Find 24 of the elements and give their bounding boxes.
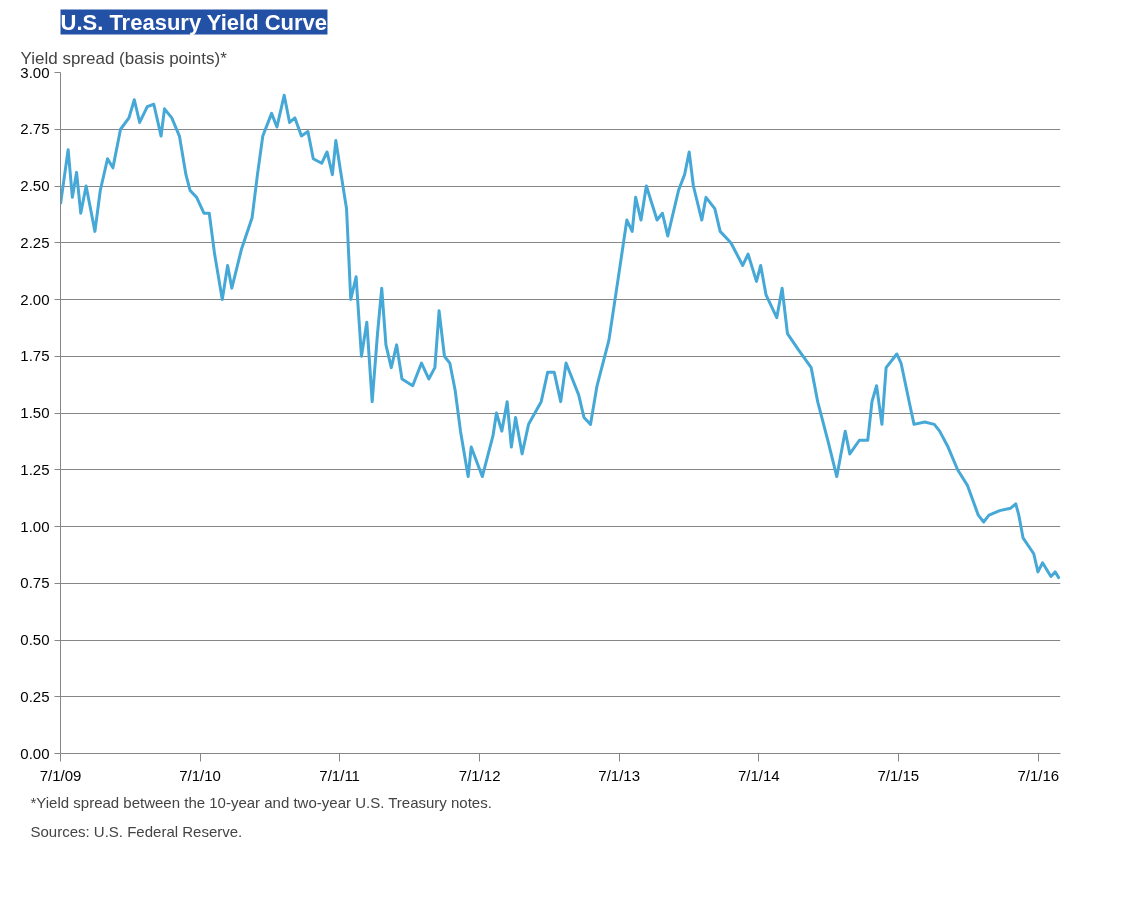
y-tick-label: 1.25 [20,460,50,478]
chart-title: U.S. Treasury Yield Curve [60,9,328,35]
x-tick-label: 7/1/10 [179,766,221,784]
text: *Yield spread between the 10-year and two-year U.S. Treasury notes. [30,793,492,811]
line-series [60,93,1061,581]
y-tick-label: 0.50 [20,631,50,648]
x-tick-label: 7/1/16 [1017,766,1060,784]
y-tick-label: 2.50 [20,177,50,194]
y-tick-label: 1.75 [20,347,50,365]
y-tick-label: 0.00 [20,744,50,762]
x-tick-label: 7/1/12 [458,766,501,784]
x-tick-label: 7/1/11 [319,766,360,784]
x-tick-label: 7/1/14 [737,766,780,784]
x-tick-label: 7/1/15 [877,766,920,784]
y-tick-label: 2.75 [20,120,50,138]
x-tick-label: 7/1/09 [39,766,82,784]
y-tick-label: 2.25 [20,233,50,251]
y-tick-label: 1.00 [20,517,50,535]
y-tick-label: 2.00 [20,290,50,308]
source-note: Sources: U.S. Federal Reserve. [30,822,243,840]
y-tick-label: 1.50 [20,404,50,421]
y-tick-label: 0.75 [20,574,50,592]
y-tick-label: 0.25 [20,687,50,705]
x-tick-label: 7/1/13 [598,766,641,784]
